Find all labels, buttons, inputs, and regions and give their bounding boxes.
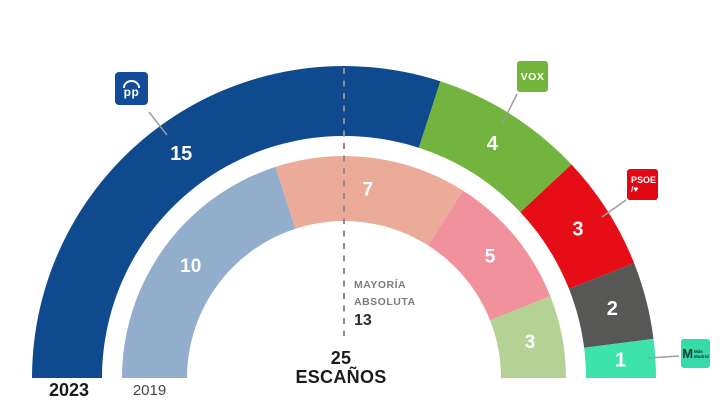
arc-2019-value-label-0: 10 <box>180 256 201 277</box>
majority-annotation: MAYORÍA ABSOLUTA 13 <box>354 277 416 329</box>
arc-2023-segment-2 <box>520 164 635 289</box>
pp-logo: pp <box>115 72 148 105</box>
mas-madrid-logo-text: Más Madrid <box>694 348 709 359</box>
arc-2023-segment-0 <box>32 66 441 378</box>
psoe-logo: PSOE /♥ <box>627 169 658 200</box>
mas-madrid-logo: M Más Madrid <box>681 339 710 368</box>
psoe-logo-text: PSOE <box>631 175 657 185</box>
arc-2023-value-label-0: 15 <box>170 143 192 165</box>
ring-label-2019: 2019 <box>132 382 167 399</box>
arc-2023-value-label-4: 1 <box>615 350 626 372</box>
psoe-heart-icon: /♥ <box>631 184 639 194</box>
arc-2023-segment-4 <box>584 338 656 378</box>
arc-2023-segment-1 <box>418 81 572 213</box>
arc-2023-value-label-1: 4 <box>487 133 499 155</box>
total-seats-word: ESCAÑOS <box>295 367 387 387</box>
arc-2019-segment-3 <box>490 296 566 378</box>
ring-label-2023: 2023 <box>48 380 90 400</box>
arc-2019-value-label-2: 5 <box>485 247 496 268</box>
arc-2019-segment-0 <box>122 166 296 378</box>
vox-logo: VOX <box>517 61 548 92</box>
arc-2019-segment-2 <box>428 190 551 321</box>
arc-2023-segment-3 <box>569 263 654 348</box>
pp-logo-text: pp <box>123 84 140 99</box>
arc-2019-value-label-1: 7 <box>363 180 374 201</box>
arc-2019-value-label-3: 3 <box>525 332 536 353</box>
mas-madrid-leader-line <box>647 355 680 359</box>
total-seats-label: 25 ESCAÑOS <box>281 349 401 387</box>
pp-leader-line <box>148 111 168 136</box>
majority-label-line2: ABSOLUTA <box>354 295 416 308</box>
arc-2023-value-label-2: 3 <box>572 219 583 241</box>
majority-label-line1: MAYORÍA <box>354 279 407 291</box>
vox-logo-text: VOX <box>520 70 545 83</box>
psoe-leader-line <box>601 199 627 218</box>
mas-madrid-m-icon: M <box>682 346 694 361</box>
arc-2019-segment-1 <box>275 156 463 246</box>
pp-gaviota-icon <box>123 79 140 88</box>
total-seats-number: 25 <box>330 348 352 368</box>
majority-value: 13 <box>354 312 372 329</box>
arc-2023-value-label-3: 2 <box>607 298 618 320</box>
vox-leader-line <box>501 93 518 125</box>
